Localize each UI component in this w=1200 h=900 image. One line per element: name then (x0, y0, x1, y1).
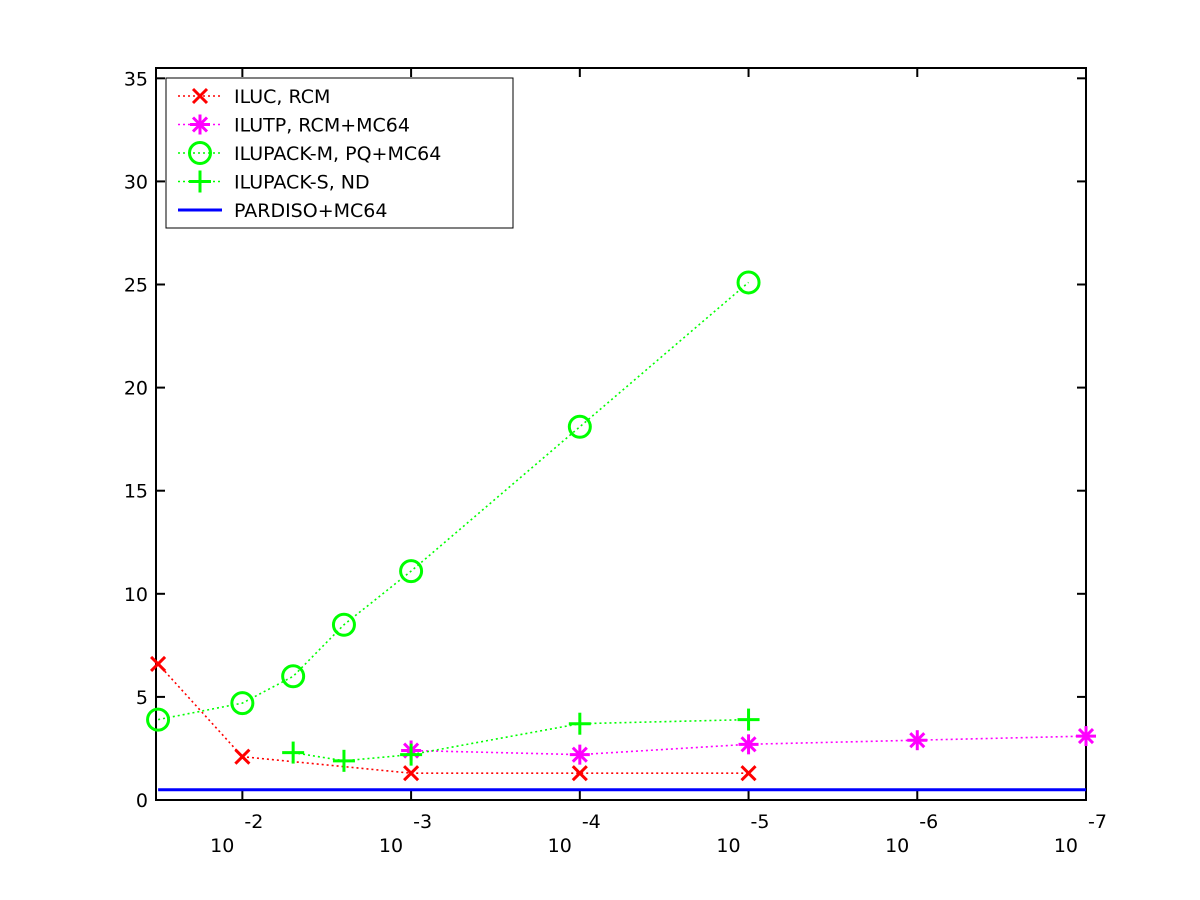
data-point (740, 765, 757, 782)
data-point (403, 765, 420, 782)
series-line (293, 718, 749, 762)
series-layer (146, 270, 1096, 792)
x-tick-base: 10 (379, 835, 403, 857)
axis-ticks: 0 5 10 15 20 25 30 35 -2 10 -3 10 -4 10 -5 10 -6 10 -7 10 (124, 68, 1107, 857)
legend-label: ILUPACK-M, PQ+MC64 (234, 143, 441, 165)
x-tick-base: 10 (548, 835, 572, 857)
x-tick-base: 10 (1054, 835, 1078, 857)
y-tick-label: 20 (124, 378, 148, 400)
data-point (399, 559, 424, 584)
y-tick-label: 15 (124, 481, 148, 503)
legend-marker (191, 87, 209, 105)
legend: ILUC, RCM ILUTP, RCM+MC64 ILUPACK-M, PQ+MC… (165, 77, 514, 229)
data-point (571, 746, 588, 763)
x-tick-base: 10 (885, 835, 909, 857)
y-tick-label: 35 (124, 68, 148, 90)
y-tick-label: 30 (124, 171, 148, 193)
data-point (1077, 728, 1095, 745)
data-point (281, 664, 306, 689)
legend-label: ILUTP, RCM+MC64 (234, 115, 410, 137)
legend-entry: PARDISO+MC64 (178, 200, 387, 222)
x-tick-exponent: -3 (413, 811, 432, 833)
legend-label: PARDISO+MC64 (234, 200, 387, 222)
data-point (740, 736, 757, 753)
data-point (736, 270, 761, 295)
data-point (146, 707, 171, 732)
y-tick-label: 10 (124, 584, 148, 606)
x-tick-base: 10 (210, 835, 234, 857)
data-point (567, 414, 592, 439)
legend-entry: ILUPACK-S, ND (178, 170, 370, 194)
legend-marker (188, 141, 212, 165)
legend-label: ILUPACK-S, ND (234, 172, 370, 194)
legend-entry: ILUPACK-M, PQ+MC64 (178, 141, 441, 165)
data-point (909, 732, 926, 749)
legend-label: ILUC, RCM (234, 86, 330, 108)
x-tick-exponent: -4 (582, 811, 601, 833)
y-tick-label: 0 (136, 790, 148, 812)
series-3 (282, 708, 760, 772)
data-point (571, 765, 588, 782)
x-tick-exponent: -7 (1088, 811, 1107, 833)
x-tick-exponent: -5 (751, 811, 770, 833)
series-line (157, 281, 750, 721)
y-tick-label: 5 (136, 687, 148, 709)
series-2 (146, 270, 761, 732)
x-tick-exponent: -2 (244, 811, 263, 833)
data-point (149, 655, 167, 672)
y-tick-label: 25 (124, 275, 148, 297)
data-point (331, 612, 356, 637)
data-point (234, 748, 251, 765)
data-point (230, 691, 255, 716)
legend-marker (191, 116, 209, 133)
x-tick-base: 10 (716, 835, 740, 857)
series-0 (149, 655, 757, 782)
legend-box (165, 77, 514, 229)
legend-entry: ILUTP, RCM+MC64 (178, 114, 410, 137)
legend-entry: ILUC, RCM (178, 86, 330, 108)
x-tick-exponent: -6 (919, 811, 938, 833)
